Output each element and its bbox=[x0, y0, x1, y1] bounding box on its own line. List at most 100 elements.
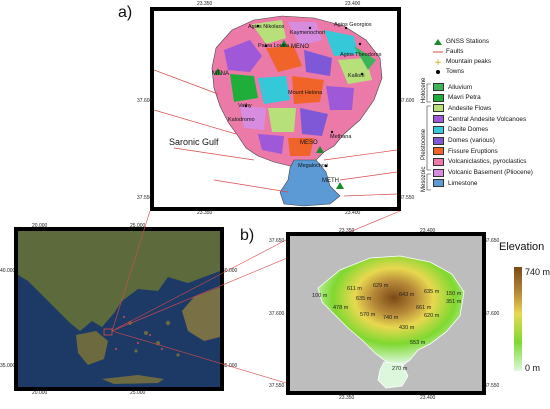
elevation-label: 150 m bbox=[446, 291, 462, 297]
panel-a-xtick-top: 23.350 bbox=[197, 1, 213, 7]
elevation-label: 635 m bbox=[424, 289, 440, 295]
legend-symbols: + bbox=[433, 39, 443, 74]
elevation-colorbar bbox=[514, 267, 522, 371]
legend-unit-label: Andesite Flows bbox=[448, 104, 492, 112]
elevation-map bbox=[290, 236, 482, 391]
legend-swatch bbox=[433, 136, 444, 145]
elevation-min-label: 0 m bbox=[525, 363, 541, 373]
elevation-label: 270 m bbox=[392, 366, 408, 372]
elevation-label: 478 m bbox=[333, 305, 349, 311]
elevation-label: 643 m bbox=[399, 292, 415, 298]
legend-brackets bbox=[426, 83, 431, 191]
place-label: Agios Georgios bbox=[334, 22, 372, 28]
panel-a-label: a) bbox=[118, 4, 133, 21]
legend-unit-row: Alluvium bbox=[433, 83, 472, 91]
elevation-max-label: 740 m bbox=[525, 267, 550, 277]
panel-a-ytick-right: 37.600 bbox=[399, 98, 415, 104]
place-label: Vathy bbox=[238, 103, 252, 109]
elevation-label: 629 m bbox=[373, 283, 389, 289]
legend-unit-row: Volcanic Basement (Pliocene) bbox=[433, 168, 533, 177]
station-label: MESO bbox=[300, 140, 318, 146]
legend-swatch bbox=[433, 125, 444, 134]
elevation-label: 661 m bbox=[416, 305, 432, 311]
place-label: Kaymenochori bbox=[290, 30, 326, 36]
station-label: MTNA bbox=[212, 71, 229, 77]
place-label: Kalloni bbox=[348, 73, 365, 79]
elevation-label: 570 m bbox=[360, 312, 376, 318]
overview-xtick-top: 20.000 bbox=[32, 223, 48, 229]
legend-unit-label: Volcaniclastics, pyroclastics bbox=[448, 158, 527, 166]
legend-swatch bbox=[433, 83, 444, 91]
legend-unit-label: Alluvium bbox=[448, 83, 473, 91]
legend-unit-label: Mavri Petra bbox=[448, 94, 481, 102]
station-marker bbox=[316, 146, 324, 153]
triangle-icon bbox=[434, 39, 442, 45]
plus-icon: + bbox=[434, 58, 442, 68]
legend-unit-row: Limestone bbox=[433, 179, 478, 188]
panel-b-ytick: 37.600 bbox=[484, 311, 500, 317]
elevation-label: 351 m bbox=[446, 299, 462, 305]
panel-b-xtick-top: 23.400 bbox=[420, 228, 436, 234]
legend-unit-row: Dacite Domes bbox=[433, 125, 489, 134]
legend-swatch bbox=[433, 179, 444, 188]
panel-b-ytick: 37.650 bbox=[269, 238, 285, 244]
panel-a-ytick-left: 37.600 bbox=[137, 98, 153, 104]
legend-unit-label: Limestone bbox=[448, 179, 478, 187]
legend-unit-label: Volcanic Basement (Pliocene) bbox=[448, 169, 533, 177]
legend-label: Faults bbox=[446, 48, 464, 55]
station-label: METH bbox=[322, 178, 339, 184]
panel-b-xtick-bottom: 23.350 bbox=[339, 395, 355, 401]
panel-a-xtick-top: 23.400 bbox=[345, 1, 361, 7]
legend-unit-row: Domes (various) bbox=[433, 136, 495, 145]
place-label: Mount Helona bbox=[288, 90, 323, 96]
legend-swatch bbox=[433, 104, 444, 113]
legend-swatch bbox=[433, 115, 444, 124]
place-label: Agios Nikolaos bbox=[248, 24, 285, 30]
elevation-label: 635 m bbox=[356, 296, 372, 302]
legend-label: GNSS Stations bbox=[446, 38, 489, 45]
panel-a-ytick-right: 37.550 bbox=[399, 195, 415, 201]
elevation-label: 430 m bbox=[399, 325, 415, 331]
elevation-label: 620 m bbox=[424, 313, 440, 319]
station-marker bbox=[280, 40, 288, 47]
legend-swatch bbox=[433, 147, 444, 156]
place-label: Agios Theodoros bbox=[340, 52, 382, 58]
dot-icon bbox=[436, 70, 440, 74]
panel-b-xtick-top: 23.350 bbox=[339, 228, 355, 234]
legend-swatch bbox=[433, 157, 444, 166]
legend-unit-row: Mavri Petra bbox=[433, 93, 481, 102]
geologic-map bbox=[154, 10, 397, 207]
panel-a-xtick-bottom: 23.400 bbox=[345, 210, 361, 216]
elevation-label: 611 m bbox=[347, 286, 362, 292]
elevation-label: 100 m bbox=[312, 293, 328, 299]
legend-label: Mountain peaks bbox=[446, 58, 492, 65]
panel-b-ytick: 37.550 bbox=[484, 383, 500, 389]
panel-b-ytick: 37.600 bbox=[269, 311, 285, 317]
legend-swatch bbox=[433, 168, 444, 177]
legend-unit-label: Fissure Eruptions bbox=[448, 147, 498, 155]
elevation-label: 740 m bbox=[383, 315, 399, 321]
place-label: Palea Loutra bbox=[258, 43, 290, 49]
panel-a-ytick-left: 37.550 bbox=[137, 195, 153, 201]
gulf-label: Saronic Gulf bbox=[169, 137, 219, 147]
overview-xtick-top: 25.000 bbox=[130, 223, 146, 229]
overview-xtick-bottom: 25.000 bbox=[130, 390, 146, 396]
place-label: Megalochori bbox=[298, 163, 328, 169]
legend-unit-row: Fissure Eruptions bbox=[433, 147, 498, 156]
overview-ytick: 35.000 bbox=[0, 363, 16, 369]
legend-unit-label: Central Andesite Volcanoes bbox=[448, 115, 527, 123]
legend-unit-row: Central Andesite Volcanoes bbox=[433, 115, 527, 124]
station-marker bbox=[214, 68, 222, 75]
panel-a-xtick-bottom: 23.350 bbox=[197, 210, 213, 216]
legend-unit-label: Dacite Domes bbox=[448, 126, 489, 134]
legend-swatch bbox=[433, 93, 444, 102]
panel-b-xtick-bottom: 23.400 bbox=[420, 395, 436, 401]
station-label: MENO bbox=[291, 44, 309, 50]
overview-xtick-bottom: 20.000 bbox=[32, 390, 48, 396]
overview-frame bbox=[14, 227, 224, 391]
panel-b-ytick: 37.650 bbox=[484, 238, 500, 244]
elevation-label: 553 m bbox=[410, 340, 426, 346]
legend-unit-row: Andesite Flows bbox=[433, 104, 492, 113]
station-marker bbox=[336, 182, 344, 189]
